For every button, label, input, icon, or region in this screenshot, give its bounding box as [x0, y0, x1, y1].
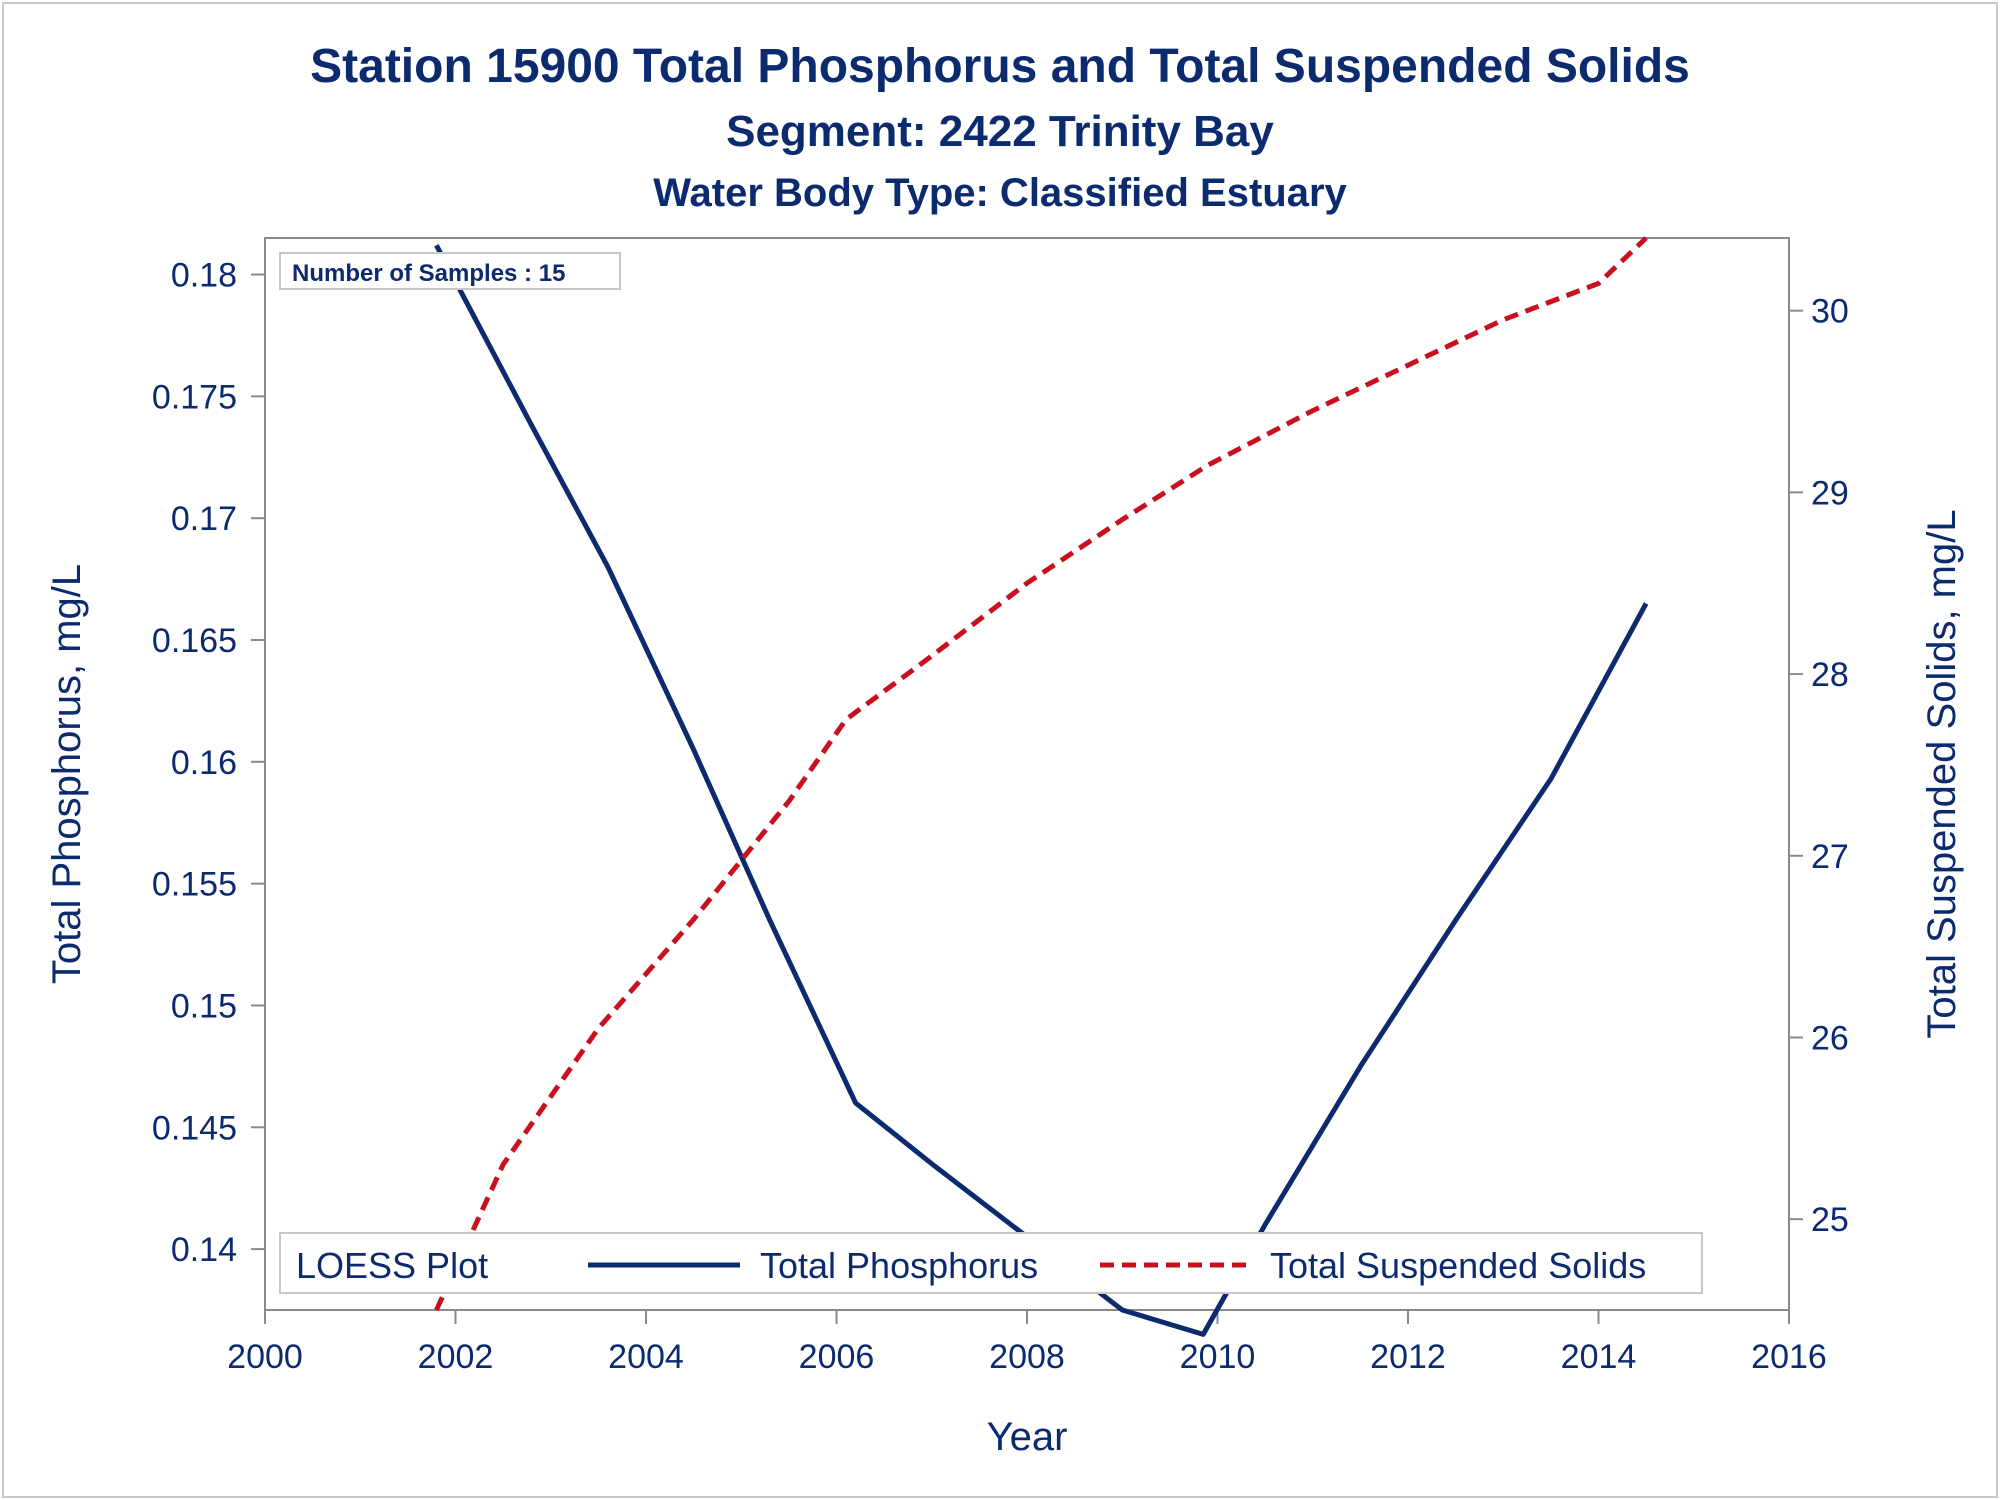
legend-frame: [279, 1232, 1703, 1294]
sample-count-label: Number of Samples : 15: [292, 260, 565, 287]
x-axis-label: Year: [987, 1415, 1068, 1459]
sample-count-frame: [279, 252, 621, 290]
series-layer: [434, 236, 1649, 1337]
y2-tick-label: 25: [1811, 1201, 1849, 1239]
chart-subtitle-water-body: Water Body Type: Classified Estuary: [653, 171, 1347, 215]
legend-label-total-suspended-solids: Total Suspended Solids: [1270, 1245, 1646, 1286]
x-tick-label: 2010: [1180, 1338, 1256, 1376]
series-line-total-phosphorus: [434, 244, 1649, 1337]
chart-subtitle: Segment: 2422 Trinity Bay: [726, 107, 1274, 156]
y-tick-label: 0.18: [171, 257, 237, 295]
x-tick-label: 2004: [608, 1338, 684, 1376]
x-tick-label: 2002: [418, 1338, 494, 1376]
x-tick-label: 2016: [1751, 1338, 1827, 1376]
x-tick-label: 2000: [227, 1338, 303, 1376]
x-tick-label: 2014: [1561, 1338, 1637, 1376]
y-tick-label: 0.14: [171, 1231, 237, 1269]
y-axis-right: 25 26 27 28 29 30: [1789, 293, 1849, 1239]
plot-area: [264, 237, 1790, 1311]
legend-title: LOESS Plot: [296, 1245, 488, 1286]
y-tick-label: 0.15: [171, 987, 237, 1025]
y2-tick-label: 28: [1811, 656, 1849, 694]
y-tick-label: 0.145: [152, 1109, 237, 1147]
y-axis-left: 0.14 0.145 0.15 0.155 0.16 0.165 0.17 0.175 0.18: [152, 257, 265, 1269]
x-axis: 2000 2002 2004 2006 2008 2010 2012 2014 2016: [227, 1310, 1827, 1376]
y-tick-label: 0.155: [152, 866, 237, 904]
y2-tick-label: 26: [1811, 1019, 1849, 1057]
x-tick-label: 2012: [1370, 1338, 1446, 1376]
series-line-total-suspended-solids: [434, 236, 1648, 1312]
y-axis-label: Total Phosphorus, mg/L: [45, 564, 89, 984]
y2-tick-label: 27: [1811, 838, 1849, 876]
y-tick-label: 0.165: [152, 622, 237, 660]
y2-axis-label: Total Suspended Solids, mg/L: [1920, 509, 1964, 1038]
y-tick-label: 0.16: [171, 744, 237, 782]
x-tick-label: 2008: [989, 1338, 1065, 1376]
sample-count-box: Number of Samples : 15: [279, 252, 621, 290]
legend-label-total-phosphorus: Total Phosphorus: [760, 1245, 1038, 1286]
y-tick-label: 0.175: [152, 378, 237, 416]
x-tick-label: 2006: [799, 1338, 875, 1376]
y-tick-label: 0.17: [171, 500, 237, 538]
y2-tick-label: 29: [1811, 474, 1849, 512]
legend: LOESS Plot Total Phosphorus Total Suspen…: [279, 1232, 1703, 1294]
y2-tick-label: 30: [1811, 293, 1849, 331]
chart-title: Station 15900 Total Phosphorus and Total…: [310, 40, 1690, 93]
